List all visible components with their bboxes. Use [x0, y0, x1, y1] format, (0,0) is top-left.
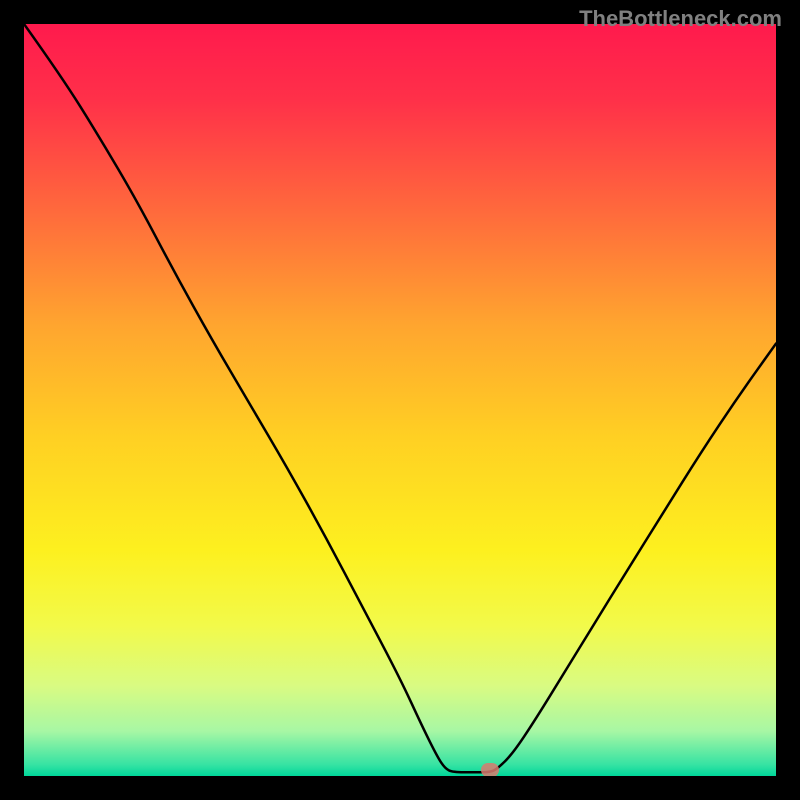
curve-layer: [24, 24, 776, 776]
bottleneck-curve-path: [24, 24, 776, 772]
plot-area: [24, 24, 776, 776]
bottleneck-chart: TheBottleneck.com: [0, 0, 800, 800]
optimal-point-marker: [481, 763, 499, 776]
watermark-text: TheBottleneck.com: [579, 6, 782, 32]
